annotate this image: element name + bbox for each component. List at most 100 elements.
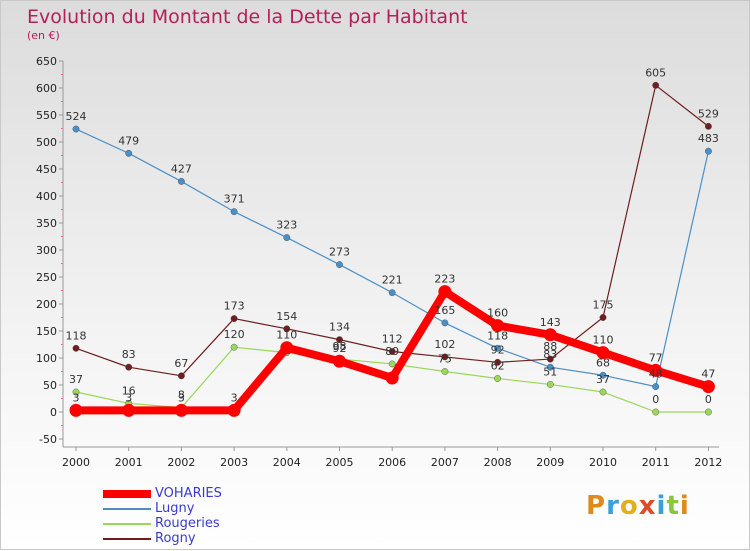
data-label-voharies: 47	[701, 368, 715, 381]
y-tick-label: 600	[36, 82, 57, 95]
data-label-lugny: 273	[329, 246, 350, 259]
data-point-lugny	[230, 208, 238, 216]
x-tick-label: 2010	[589, 456, 617, 469]
data-point-lugny	[177, 178, 185, 185]
data-label-lugny: 323	[276, 219, 297, 232]
data-point-rougeries	[599, 388, 607, 396]
data-point-voharies	[227, 403, 241, 417]
data-label-rogny: 154	[276, 310, 297, 323]
data-label-rougeries: 98	[333, 340, 347, 353]
data-label-lugny: 479	[118, 134, 139, 147]
data-label-voharies: 3	[73, 391, 80, 404]
data-label-rogny: 102	[434, 338, 455, 351]
data-point-lugny	[283, 234, 291, 241]
y-tick-label: -50	[39, 433, 57, 446]
legend-swatch	[103, 508, 151, 510]
data-point-voharies	[122, 403, 136, 417]
data-label-rogny: 134	[329, 321, 350, 334]
data-label-lugny: 483	[698, 132, 719, 145]
legend-label: Lugny	[155, 501, 195, 516]
data-point-lugny	[336, 261, 343, 268]
data-point-rogny	[230, 315, 238, 322]
data-label-voharies: 110	[593, 334, 614, 347]
y-tick-label: 50	[43, 379, 57, 392]
y-tick-label: 450	[36, 163, 57, 176]
data-label-rogny: 83	[122, 348, 136, 361]
data-point-rogny	[72, 344, 80, 352]
data-point-rougeries	[388, 360, 396, 368]
data-point-lugny	[599, 371, 607, 379]
data-point-rogny	[125, 363, 133, 371]
data-point-rougeries	[546, 381, 554, 388]
data-label-rogny: 67	[174, 357, 188, 370]
data-label-lugny: 524	[66, 110, 87, 123]
data-point-voharies	[69, 403, 83, 417]
data-point-voharies	[596, 346, 610, 360]
data-point-rogny	[599, 314, 607, 321]
data-label-rougeries: 51	[543, 365, 557, 378]
data-label-rougeries: 89	[385, 345, 399, 358]
data-point-rougeries	[72, 388, 80, 396]
y-tick-label: 650	[36, 55, 57, 68]
data-point-rogny	[388, 348, 396, 355]
data-point-rougeries	[230, 343, 238, 351]
x-tick-label: 2001	[115, 456, 143, 469]
data-label-rogny: 92	[491, 343, 505, 356]
proxiti-logo: Proxiti	[586, 491, 690, 521]
data-label-rougeries: 8	[178, 389, 185, 402]
data-point-rogny	[441, 353, 449, 361]
data-point-lugny	[705, 147, 712, 155]
logo-letter: i	[679, 491, 690, 521]
y-tick-label: 0	[50, 406, 57, 419]
x-tick-label: 2007	[431, 456, 459, 469]
y-tick-label: 350	[36, 217, 57, 230]
y-tick-label: 500	[36, 136, 57, 149]
data-label-rogny: 112	[382, 333, 403, 346]
data-label-lugny: 371	[224, 193, 245, 206]
y-tick-label: 300	[36, 244, 57, 257]
data-label-rougeries: 16	[122, 384, 136, 397]
data-point-voharies	[701, 380, 715, 394]
data-point-voharies	[491, 319, 505, 333]
x-tick-label: 2000	[62, 456, 90, 469]
x-tick-label: 2008	[484, 456, 512, 469]
y-tick-label: 250	[36, 271, 57, 284]
data-point-rogny	[546, 355, 554, 363]
legend-label: Rougeries	[155, 516, 220, 531]
data-point-voharies	[438, 285, 452, 299]
data-label-lugny: 221	[382, 274, 403, 287]
data-point-rogny	[652, 81, 660, 89]
y-tick-label: 400	[36, 190, 57, 203]
chart-unit-subtitle: (en €)	[27, 29, 60, 42]
data-label-rougeries: 62	[491, 360, 505, 373]
data-label-rougeries: 120	[224, 328, 245, 341]
data-label-rogny: 118	[66, 329, 87, 342]
data-label-lugny: 165	[434, 304, 455, 317]
data-label-voharies: 3	[231, 391, 238, 404]
data-point-lugny	[494, 344, 501, 352]
legend-label: Rogny	[155, 531, 196, 546]
x-tick-label: 2004	[273, 456, 301, 469]
data-point-voharies	[333, 354, 346, 368]
data-label-voharies: 3	[125, 391, 132, 404]
y-tick-label: 100	[36, 352, 57, 365]
data-label-voharies: 77	[649, 351, 663, 364]
data-point-lugny	[125, 149, 133, 157]
logo-letter: P	[586, 491, 607, 521]
x-tick-label: 2005	[326, 456, 354, 469]
data-point-lugny	[441, 319, 449, 327]
data-label-rougeries: 37	[596, 373, 610, 386]
y-tick-label: 200	[36, 298, 57, 311]
x-tick-label: 2009	[536, 456, 564, 469]
x-tick-label: 2012	[694, 456, 722, 469]
data-point-lugny	[652, 383, 660, 391]
data-label-voharies: 223	[434, 273, 455, 286]
data-point-rogny	[705, 122, 712, 130]
legend-swatch	[103, 523, 151, 525]
data-point-rougeries	[441, 368, 449, 375]
data-label-lugny: 118	[487, 329, 508, 342]
data-label-lugny: 68	[596, 356, 610, 369]
x-tick-label: 2006	[378, 456, 406, 469]
